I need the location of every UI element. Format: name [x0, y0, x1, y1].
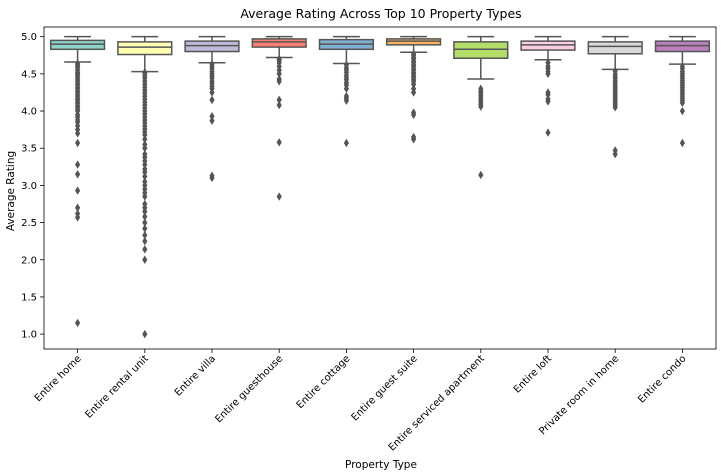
- outlier-point: [343, 138, 349, 148]
- outlier-point: [142, 236, 148, 246]
- y-tick-label: 2.0: [21, 255, 37, 266]
- outlier-point: [276, 138, 282, 147]
- y-axis: 1.0 1.5 2.0 2.5 3.0 3.5 4.0 4.5 5.0: [21, 32, 44, 341]
- outlier-point: [142, 192, 148, 201]
- box-group: [587, 35, 643, 159]
- box-group: [318, 35, 375, 148]
- outlier-point: [411, 110, 417, 119]
- y-tick-label: 4.0: [21, 107, 37, 118]
- y-tick-label: 5.0: [21, 32, 37, 43]
- outlier-point: [545, 128, 551, 137]
- outlier-point: [75, 138, 81, 148]
- x-tick-label: Entire condo: [636, 353, 688, 405]
- plot-area: [49, 35, 711, 339]
- outlier-point: [411, 80, 417, 89]
- iqr-box: [117, 41, 173, 56]
- outlier-point: [209, 88, 215, 97]
- outlier-point: [142, 255, 148, 264]
- outlier-point: [75, 186, 81, 195]
- outlier-point: [276, 77, 282, 86]
- y-tick-label: 4.5: [21, 69, 37, 80]
- box-group: [520, 35, 576, 137]
- outlier-point: [276, 95, 282, 105]
- iqr-box: [587, 41, 643, 55]
- outlier-point: [209, 95, 215, 105]
- x-axis-label: Property Type: [345, 459, 417, 471]
- x-tick-label: Entire villa: [173, 353, 218, 398]
- outlier-point: [411, 135, 417, 144]
- outlier-point: [142, 218, 148, 227]
- x-tick-label: Entire loft: [512, 353, 554, 395]
- y-tick-label: 3.5: [21, 144, 37, 155]
- outlier-point: [276, 192, 282, 201]
- y-tick-label: 1.5: [21, 292, 37, 303]
- chart-title: Average Rating Across Top 10 Property Ty…: [240, 6, 521, 21]
- outlier-point: [343, 96, 349, 105]
- outlier-point: [142, 172, 148, 181]
- box-group: [184, 35, 240, 183]
- outlier-point: [75, 170, 81, 179]
- outlier-point: [142, 160, 148, 169]
- outlier-point: [612, 149, 618, 159]
- outlier-point: [75, 160, 81, 169]
- outlier-point: [209, 112, 215, 121]
- outlier-point: [142, 144, 148, 153]
- outlier-point: [679, 138, 685, 148]
- x-tick-label: Entire home: [33, 353, 84, 404]
- outlier-point: [75, 318, 81, 328]
- outlier-point: [545, 90, 551, 99]
- outlier-point: [142, 130, 148, 140]
- outlier-point: [209, 173, 215, 183]
- outlier-point: [142, 224, 148, 233]
- x-tick-label: Private room in home: [537, 353, 621, 437]
- box-group: [49, 35, 106, 328]
- outlier-point: [142, 135, 148, 144]
- outlier-point: [142, 245, 148, 254]
- x-tick-label: Entire cottage: [295, 353, 353, 411]
- outlier-point: [209, 116, 215, 125]
- outlier-point: [142, 207, 148, 216]
- outlier-point: [478, 170, 484, 180]
- y-tick-label: 2.5: [21, 218, 37, 229]
- outlier-point: [142, 212, 148, 221]
- iqr-box: [251, 38, 307, 48]
- outlier-point: [411, 88, 417, 97]
- y-tick-label: 1.0: [21, 330, 37, 341]
- outlier-point: [276, 69, 282, 79]
- outlier-point: [142, 167, 148, 177]
- outlier-point: [545, 69, 551, 79]
- outlier-point: [679, 106, 685, 116]
- x-tick-label: Entire guest suite: [350, 353, 420, 423]
- y-axis-label: Average Rating: [5, 151, 17, 231]
- outlier-point: [679, 98, 685, 108]
- x-axis: Entire home Entire rental unit Entire vill…: [33, 349, 689, 454]
- box-group: [117, 35, 173, 339]
- x-tick-label: Entire guesthouse: [213, 353, 285, 425]
- outlier-point: [75, 213, 81, 222]
- outlier-point: [142, 329, 148, 339]
- x-tick-label: Entire rental unit: [84, 353, 151, 420]
- y-tick-label: 3.0: [21, 181, 37, 192]
- box-group: [453, 35, 509, 180]
- plot-frame: [43, 26, 717, 350]
- outlier-point: [75, 203, 81, 212]
- outlier-point: [343, 84, 349, 93]
- outlier-point: [478, 102, 484, 111]
- outlier-point: [545, 97, 551, 106]
- outlier-point: [75, 129, 81, 138]
- outlier-point: [142, 231, 148, 240]
- box-group: [385, 35, 442, 144]
- outlier-point: [276, 100, 282, 110]
- box-group: [251, 35, 307, 201]
- box-group: [654, 35, 711, 148]
- outlier-point: [612, 103, 618, 112]
